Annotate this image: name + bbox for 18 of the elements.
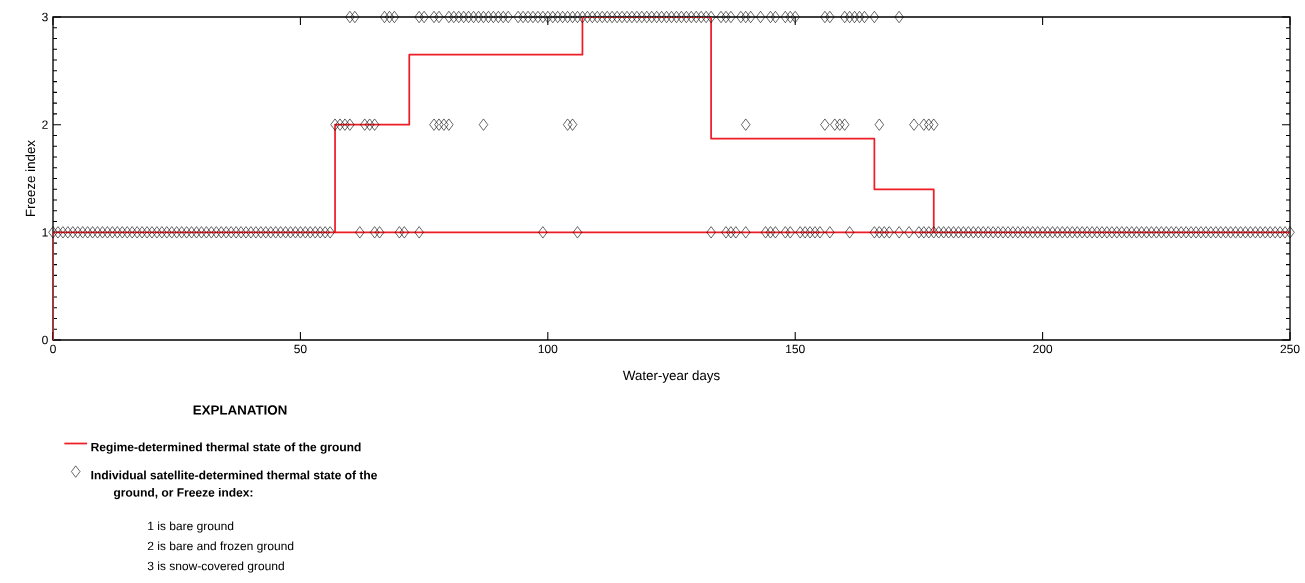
text: 3 is snow-covered ground (147, 561, 284, 573)
text: 1 is bare ground (148, 521, 234, 533)
x-tick-label: 50 (294, 344, 307, 354)
x-tick-label: 250 (1280, 344, 1300, 354)
x-tick-label: 150 (786, 344, 805, 354)
legend-label: Individual satellite-determined thermal state of the ground, or Freeze index: (91, 470, 377, 500)
y-tick-label: 0 (42, 335, 48, 345)
x-axis-title: Water-year days (622, 370, 720, 383)
y-axis-title: Freeze index (25, 140, 36, 216)
x-tick-label: 200 (1033, 344, 1053, 354)
y-tick-label: 3 (42, 12, 48, 22)
legend-title: EXPLANATION (193, 405, 287, 415)
x-tick-label: 0 (50, 344, 56, 354)
legend-label: Regime-determined thermal state of the ground (91, 442, 361, 454)
text: 2 is bare and frozen ground (147, 541, 294, 553)
x-tick-label: 100 (538, 344, 558, 354)
y-tick-label: 1 (42, 228, 48, 237)
y-tick-label: 2 (42, 120, 48, 129)
